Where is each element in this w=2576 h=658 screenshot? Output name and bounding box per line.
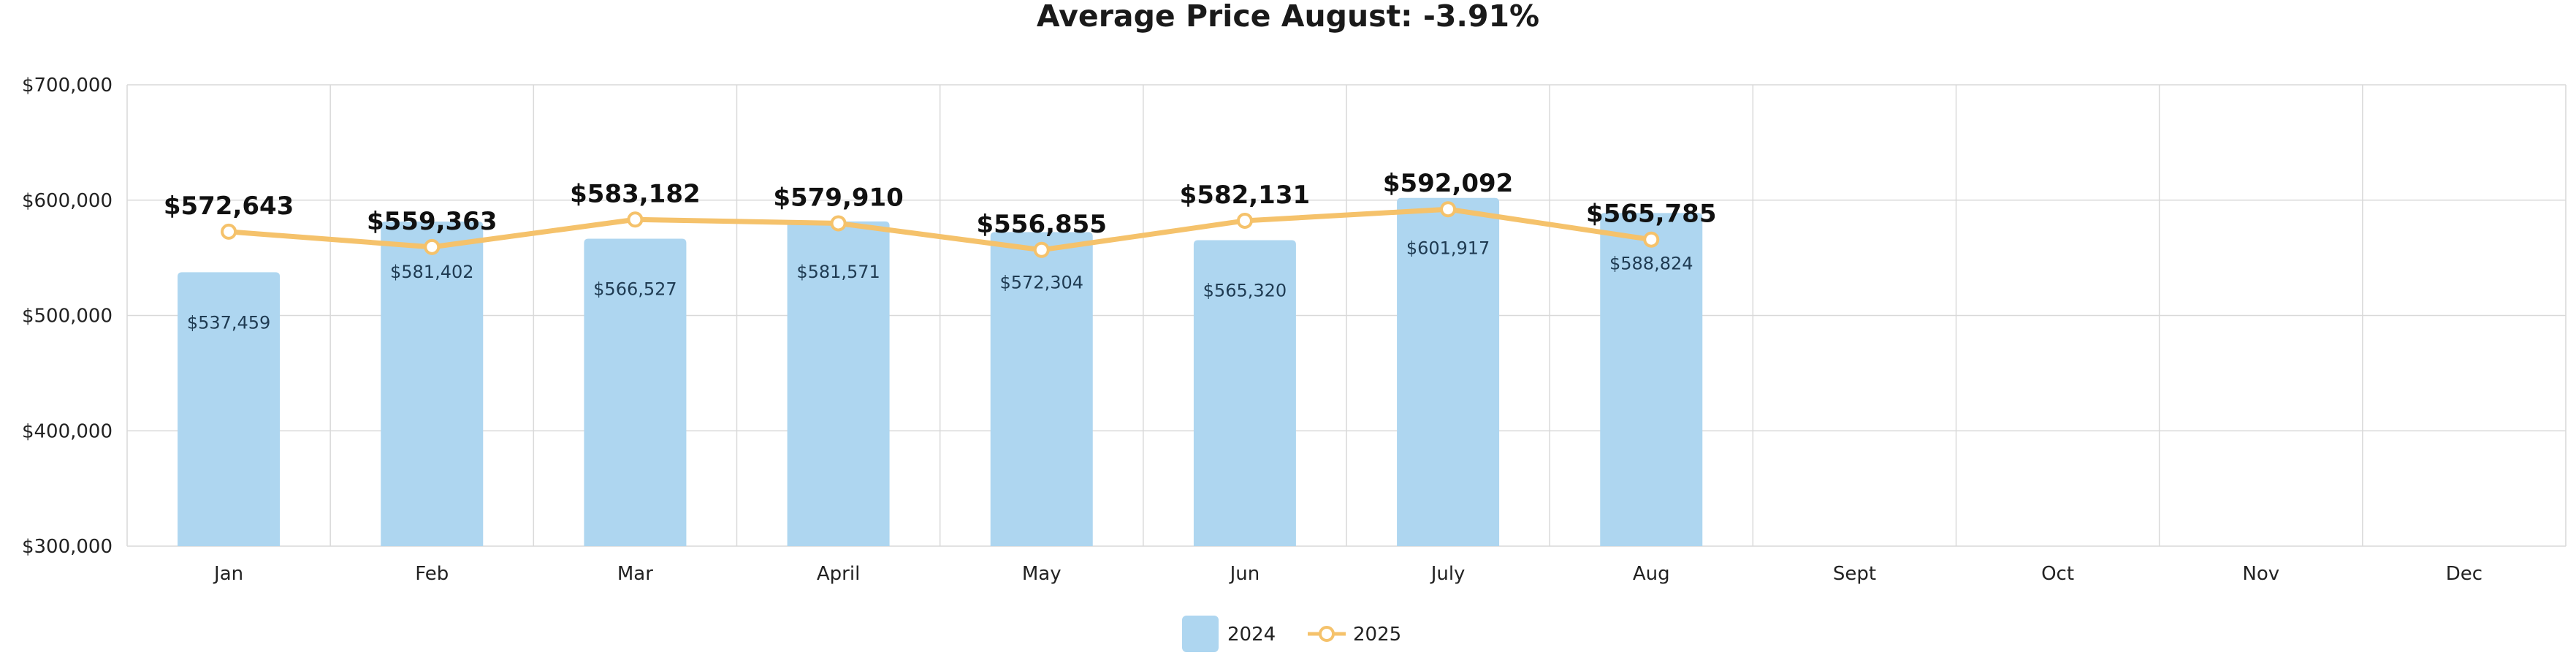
bars-2024 — [178, 197, 1703, 546]
bar-2024 — [584, 238, 687, 546]
point-label-2025: $579,910 — [773, 183, 904, 212]
bar-2024 — [990, 232, 1093, 546]
bar-2024 — [1600, 213, 1703, 546]
point-label-2025: $582,131 — [1180, 181, 1311, 210]
legend: 2024 2025 — [1182, 616, 1401, 652]
point-2025 — [1236, 212, 1253, 229]
bar-labels-2024: $537,459 $581,402 $566,527 $581,571 $572,304… — [187, 238, 1693, 333]
point-label-2025: $556,855 — [976, 210, 1107, 239]
y-tick-label: $600,000 — [22, 190, 113, 212]
bar-2024 — [1193, 240, 1296, 546]
x-tick-label: Jun — [1229, 563, 1260, 585]
grid-lines — [126, 84, 2567, 547]
line-labels-2025: $572,643 $559,363 $583,182 $579,910 $556,855… — [164, 169, 1717, 239]
x-tick-label: Sept — [1833, 563, 1876, 585]
line-2025 — [226, 206, 1654, 253]
x-tick-label: Dec — [2446, 563, 2482, 585]
bar-label-2024: $572,304 — [999, 272, 1083, 292]
bar-2024 — [1397, 197, 1500, 546]
y-tick-label: $700,000 — [22, 75, 113, 97]
bar-label-2024: $581,571 — [796, 262, 880, 282]
point-2025 — [424, 238, 441, 255]
legend-label-2025[interactable]: 2025 — [1353, 624, 1401, 646]
point-2025 — [1033, 241, 1050, 258]
point-2025 — [830, 215, 847, 232]
y-tick-label: $300,000 — [22, 536, 113, 558]
series-line-2025 — [226, 206, 1654, 253]
x-tick-label: April — [817, 563, 860, 585]
x-tick-label: Feb — [415, 563, 449, 585]
legend-swatch-2024[interactable] — [1182, 616, 1219, 652]
bar-label-2024: $565,320 — [1203, 280, 1287, 300]
y-axis: $300,000 $400,000 $500,000 $600,000 $700,000 — [22, 75, 113, 558]
legend-label-2024[interactable]: 2024 — [1227, 624, 1276, 646]
x-tick-label: July — [1430, 563, 1466, 585]
point-label-2025: $572,643 — [164, 192, 294, 221]
point-label-2025: $559,363 — [367, 207, 498, 236]
x-tick-label: Mar — [617, 563, 653, 585]
point-2025 — [627, 211, 644, 228]
x-tick-label: Nov — [2242, 563, 2279, 585]
bar-label-2024: $581,402 — [390, 262, 474, 282]
x-tick-label: Jan — [213, 563, 243, 585]
point-2025 — [221, 223, 237, 240]
point-2025 — [1643, 231, 1660, 248]
x-tick-label: Oct — [2041, 563, 2074, 585]
chart-title: Average Price August: -3.91% — [1037, 0, 1539, 34]
bar-label-2024: $588,824 — [1609, 253, 1693, 273]
point-label-2025: $583,182 — [570, 179, 701, 208]
x-tick-label: Aug — [1633, 563, 1670, 585]
y-tick-label: $500,000 — [22, 306, 113, 328]
x-tick-label: May — [1022, 563, 1062, 585]
bar-2024 — [381, 222, 484, 546]
point-label-2025: $592,092 — [1383, 169, 1514, 198]
bar-label-2024: $601,917 — [1406, 238, 1490, 259]
bar-2024 — [178, 272, 281, 546]
y-tick-label: $400,000 — [22, 420, 113, 442]
points-2025 — [221, 201, 1660, 258]
point-2025 — [1440, 201, 1457, 218]
bar-label-2024: $537,459 — [187, 312, 271, 333]
point-label-2025: $565,785 — [1586, 200, 1717, 229]
x-axis: Jan Feb Mar April May Jun July Aug Sept Oct Nov Dec — [213, 563, 2482, 585]
legend-marker-2025[interactable] — [1319, 626, 1335, 642]
bar-2024 — [787, 221, 890, 546]
bar-label-2024: $566,527 — [593, 279, 677, 300]
